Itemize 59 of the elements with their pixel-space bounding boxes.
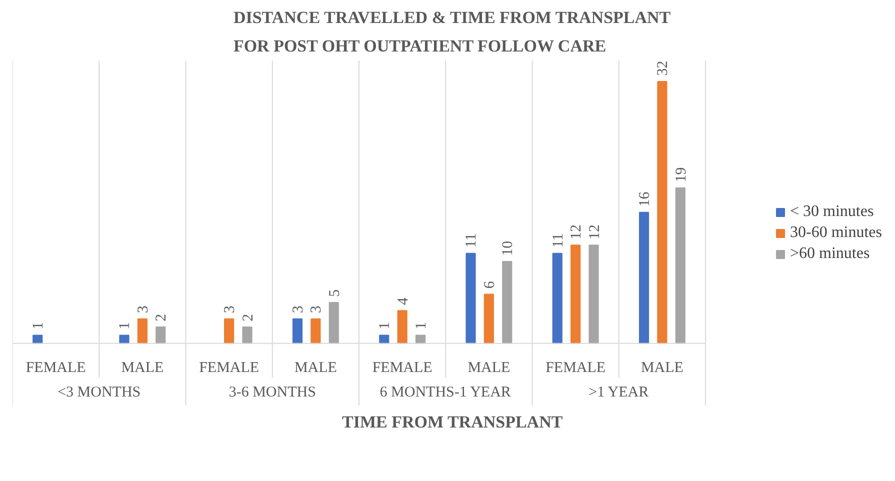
text: >1 YEAR	[588, 384, 649, 401]
data-label: 19	[673, 167, 690, 182]
x-tick-label: MALE	[640, 360, 684, 376]
bar	[466, 252, 476, 344]
bar	[552, 252, 562, 344]
data-label: 12	[568, 224, 585, 240]
x-tick-label: FEMALE	[546, 360, 606, 376]
bar	[119, 334, 130, 344]
legend-label: >60 minutes	[790, 244, 870, 262]
legend-label: < 30 minutes	[790, 202, 874, 220]
data-label: 1	[30, 322, 47, 330]
bar	[570, 244, 581, 344]
data-label: 11	[550, 233, 566, 248]
bar	[310, 318, 321, 344]
x-tick-label: MALE	[121, 360, 164, 376]
data-label: 16	[636, 191, 653, 207]
data-label: 3	[135, 306, 152, 314]
x-tick-label: MALE	[294, 360, 337, 376]
data-label: 3	[308, 306, 325, 314]
x-axis-title: TIME FROM TRANSPLANT	[342, 412, 564, 432]
text: <3 MONTHS	[58, 384, 141, 401]
data-label: 5	[326, 289, 343, 297]
x-tick-label: MALE	[468, 360, 510, 376]
bar	[224, 318, 234, 344]
legend-label: 30-60 minutes	[790, 224, 882, 242]
bar	[638, 212, 650, 344]
x-tick-label: FEMALE	[26, 360, 86, 376]
bar	[397, 310, 408, 344]
data-label: 2	[154, 314, 170, 322]
data-label: 12	[586, 224, 603, 240]
bar	[484, 294, 494, 344]
data-label: 10	[500, 240, 516, 256]
bar	[137, 318, 148, 344]
data-label: 1	[414, 322, 430, 330]
data-label: 32	[655, 60, 672, 76]
bar	[242, 326, 252, 344]
data-label: 3	[222, 306, 238, 314]
bar	[415, 334, 426, 344]
data-label: 1	[377, 322, 394, 330]
data-label: 4	[395, 297, 412, 305]
text: 3-6 MONTHS	[228, 384, 316, 401]
data-label: 6	[482, 280, 498, 289]
bar	[588, 244, 599, 344]
text: 6 MONTHS-1 YEAR	[380, 384, 511, 401]
x-tick-label: FEMALE	[372, 360, 432, 376]
chart-title: DISTANCE TRAVELLED & TIME FROM TRANSPLANT FOR POST OHT OUTPATIENT FOLLOW CARE	[233, 8, 672, 56]
bar	[502, 261, 512, 344]
data-label: 3	[290, 306, 306, 314]
bar	[156, 326, 166, 344]
bar	[379, 334, 390, 344]
data-label: 1	[117, 322, 134, 330]
bar	[328, 302, 339, 344]
data-label: 11	[464, 233, 480, 248]
bar	[675, 187, 686, 344]
bar	[292, 318, 303, 344]
x-tick-label: FEMALE	[199, 360, 260, 376]
bar	[32, 334, 43, 344]
bar	[657, 80, 668, 344]
data-label: 2	[240, 314, 256, 322]
